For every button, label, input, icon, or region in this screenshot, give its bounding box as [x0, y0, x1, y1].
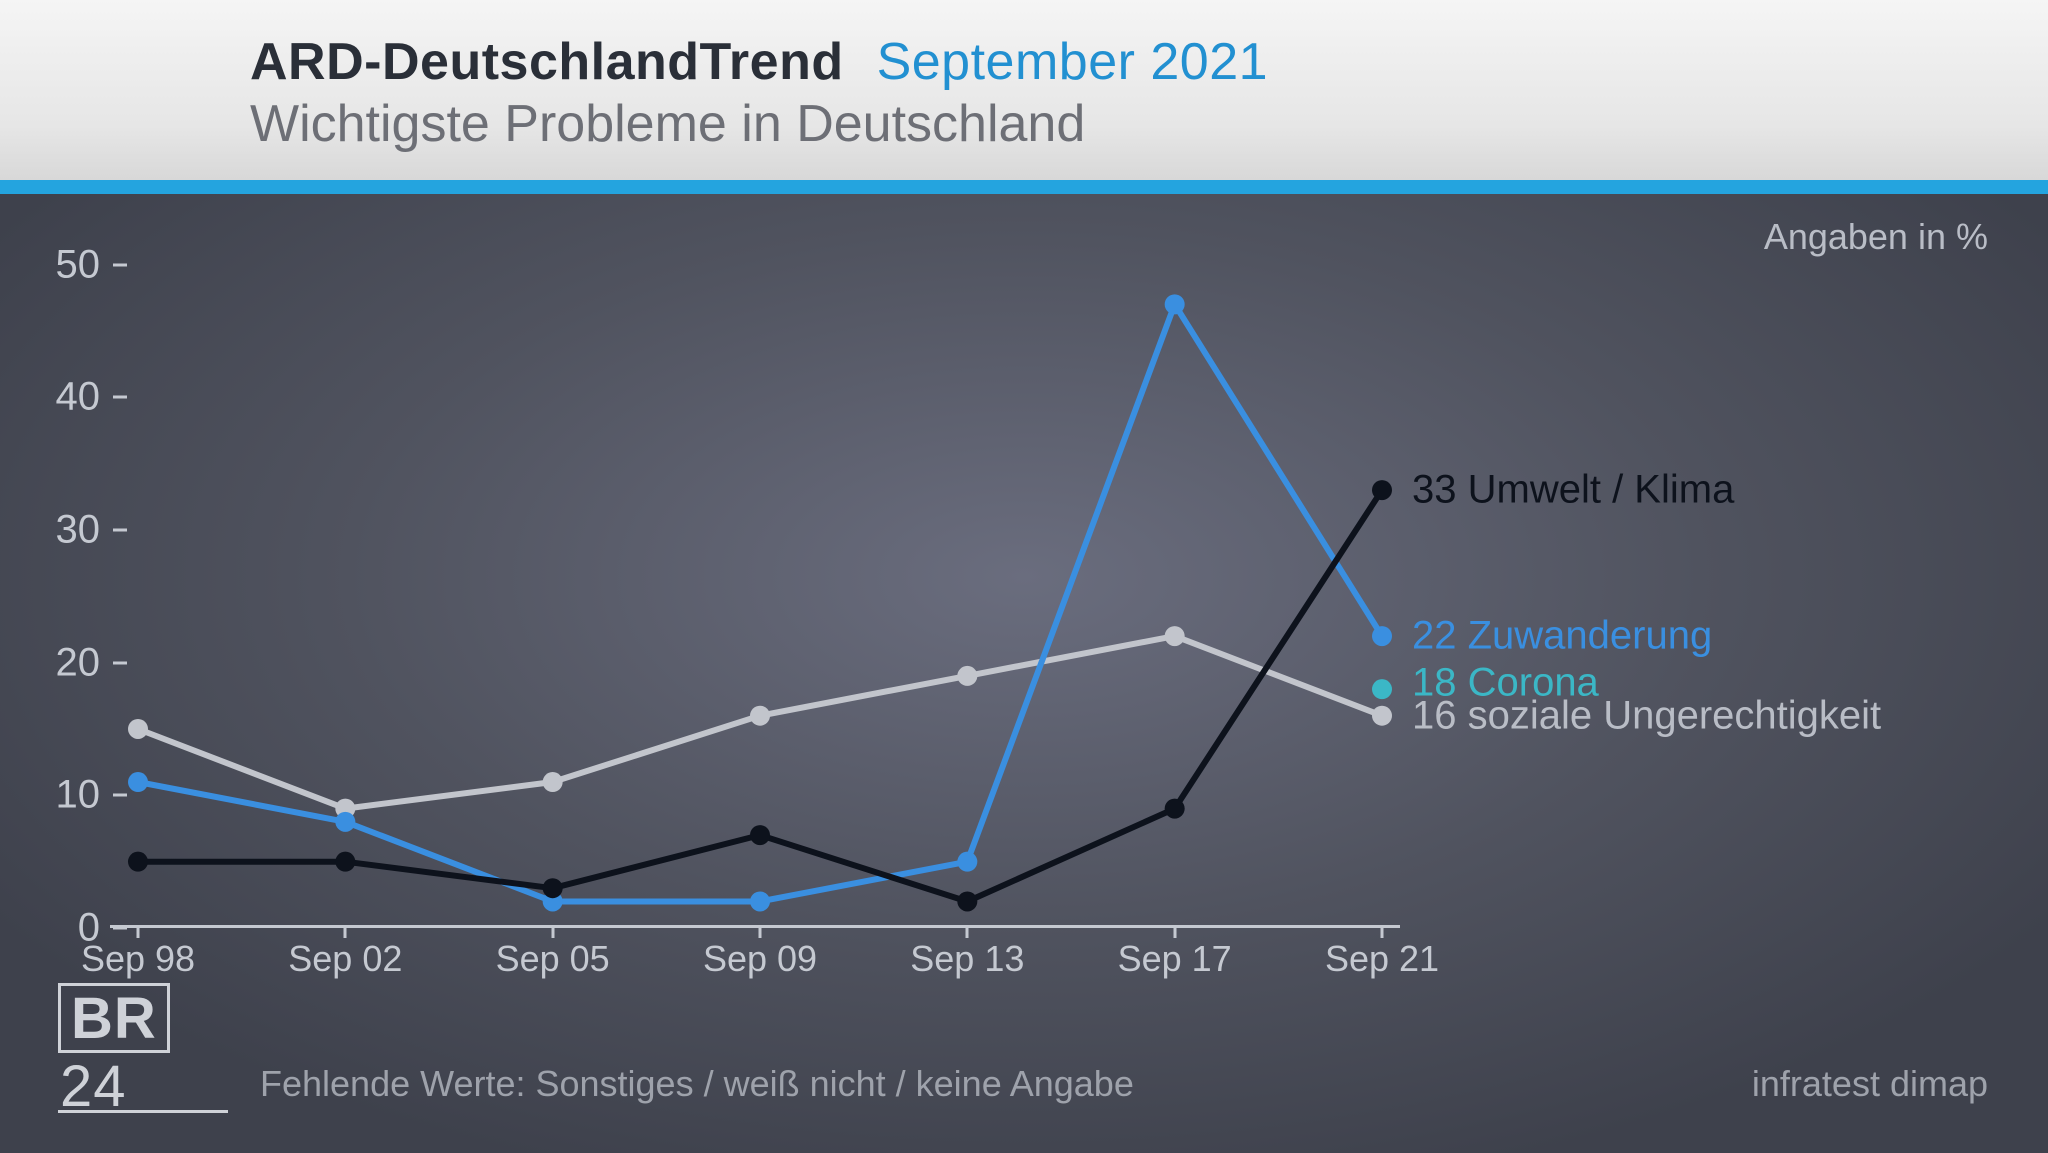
y-tick-mark: [113, 528, 127, 531]
y-tick-mark: [113, 396, 127, 399]
series-marker-zuwanderung: [750, 891, 770, 911]
x-tick-mark: [137, 926, 140, 938]
x-tick-mark: [759, 926, 762, 938]
x-tick-mark: [966, 926, 969, 938]
x-tick-label: Sep 13: [910, 938, 1024, 980]
x-tick-label: Sep 21: [1325, 938, 1439, 980]
x-tick-label: Sep 17: [1118, 938, 1232, 980]
title-date: September 2021: [877, 33, 1269, 91]
series-line-zuwanderung: [138, 304, 1382, 901]
series-marker-umwelt_klima: [335, 852, 355, 872]
chart-card: ARD-DeutschlandTrend September 2021 Wich…: [0, 0, 2048, 1153]
x-tick-label: Sep 98: [81, 938, 195, 980]
x-tick-mark: [1381, 926, 1384, 938]
series-marker-umwelt_klima: [543, 878, 563, 898]
header-band: ARD-DeutschlandTrend September 2021 Wich…: [0, 0, 2048, 180]
subtitle: Wichtigste Probleme in Deutschland: [250, 94, 2048, 154]
y-tick-label: 20: [48, 640, 100, 685]
series-end-label-corona: 18 Corona: [1412, 660, 1599, 705]
y-tick-label: 50: [48, 242, 100, 287]
series-end-label-umwelt_klima: 33 Umwelt / Klima: [1412, 468, 1734, 513]
br24-logo: BR24: [58, 983, 228, 1113]
source-label: infratest dimap: [1752, 1063, 1988, 1105]
series-marker-soziale_ungerechtigkeit: [128, 719, 148, 739]
x-tick-mark: [551, 926, 554, 938]
series-marker-soziale_ungerechtigkeit: [1165, 626, 1185, 646]
series-marker-umwelt_klima: [128, 852, 148, 872]
units-label: Angaben in %: [1764, 216, 1988, 258]
lines-svg: [110, 238, 1400, 928]
y-tick-mark: [113, 927, 127, 930]
series-marker-soziale_ungerechtigkeit: [543, 772, 563, 792]
title-main: ARD-DeutschlandTrend: [250, 33, 844, 91]
series-marker-soziale_ungerechtigkeit: [750, 706, 770, 726]
x-tick-mark: [1173, 926, 1176, 938]
y-tick-label: 40: [48, 375, 100, 420]
series-marker-corona: [1372, 679, 1392, 699]
x-tick-label: Sep 09: [703, 938, 817, 980]
series-marker-zuwanderung: [957, 852, 977, 872]
series-marker-umwelt_klima: [1165, 799, 1185, 819]
chart-area: Angaben in % 01020304050Sep 98Sep 02Sep …: [0, 194, 2048, 1153]
series-marker-zuwanderung: [1165, 294, 1185, 314]
accent-bar: [0, 180, 2048, 194]
series-marker-zuwanderung: [335, 812, 355, 832]
logo-box: BR: [58, 983, 170, 1053]
series-end-label-zuwanderung: 22 Zuwanderung: [1412, 614, 1712, 659]
x-tick-label: Sep 05: [496, 938, 610, 980]
title-line: ARD-DeutschlandTrend September 2021: [250, 32, 2048, 92]
y-tick-mark: [113, 794, 127, 797]
x-tick-label: Sep 02: [288, 938, 402, 980]
series-marker-umwelt_klima: [750, 825, 770, 845]
y-tick-mark: [113, 263, 127, 266]
series-marker-soziale_ungerechtigkeit: [1372, 706, 1392, 726]
plot: 01020304050Sep 98Sep 02Sep 05Sep 09Sep 1…: [110, 238, 1400, 928]
y-tick-label: 10: [48, 773, 100, 818]
series-marker-zuwanderung: [1372, 626, 1392, 646]
series-marker-zuwanderung: [128, 772, 148, 792]
series-marker-soziale_ungerechtigkeit: [957, 666, 977, 686]
x-tick-mark: [344, 926, 347, 938]
series-marker-umwelt_klima: [957, 891, 977, 911]
logo-underline: [58, 1110, 228, 1113]
y-tick-label: 30: [48, 507, 100, 552]
footer-note: Fehlende Werte: Sonstiges / weiß nicht /…: [260, 1063, 1134, 1105]
series-marker-umwelt_klima: [1372, 480, 1392, 500]
y-tick-mark: [113, 661, 127, 664]
